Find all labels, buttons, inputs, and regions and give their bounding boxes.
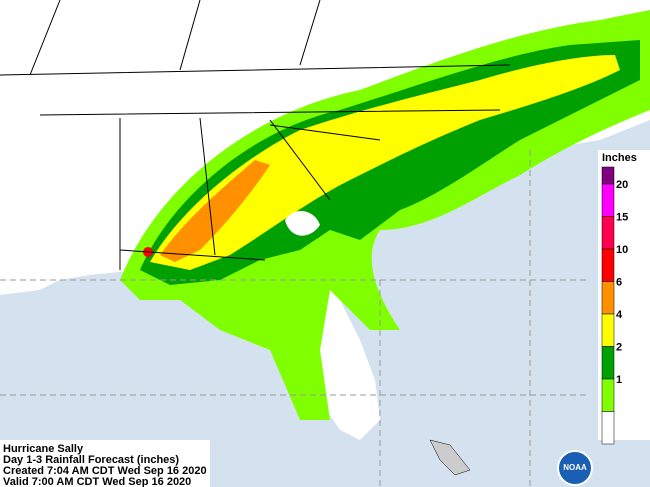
legend-swatch <box>601 411 615 445</box>
legend-label: 2 <box>616 342 622 354</box>
caption-line: Day 1-3 Rainfall Forecast (inches) <box>3 454 179 466</box>
legend: 20 15 10 6 4 2 1 <box>601 166 628 445</box>
legend-swatch <box>601 281 615 315</box>
caption-line: Hurricane Sally <box>3 443 84 455</box>
legend-label: 4 <box>616 309 623 321</box>
legend-swatch <box>601 346 615 380</box>
caption-line: Created 7:04 AM CDT Wed Sep 16 2020 <box>3 465 207 477</box>
lat-lon-grid <box>0 150 590 487</box>
dry-spot <box>285 210 320 236</box>
rain-band-6 <box>160 160 270 262</box>
legend-label: 15 <box>616 212 628 224</box>
noaa-logo <box>557 450 593 486</box>
legend-swatch <box>601 183 615 217</box>
legend-swatch <box>601 378 615 412</box>
caption-panel <box>0 440 210 487</box>
state-borders <box>0 0 511 270</box>
caption-line: Valid 7:00 AM CDT Wed Sep 16 2020 <box>3 476 191 487</box>
noaa-logo-text: NOAA <box>563 463 587 472</box>
legend-swatch <box>601 216 615 250</box>
legend-swatch <box>601 166 615 185</box>
legend-title: Inches <box>602 152 637 164</box>
legend-label: 20 <box>616 179 628 191</box>
rain-band-4 <box>150 55 620 270</box>
legend-label: 1 <box>616 374 622 386</box>
legend-label: 10 <box>616 244 628 256</box>
legend-label: 6 <box>616 277 622 289</box>
cuba <box>429 439 471 476</box>
legend-swatch <box>601 248 615 282</box>
legend-swatch <box>601 313 615 347</box>
